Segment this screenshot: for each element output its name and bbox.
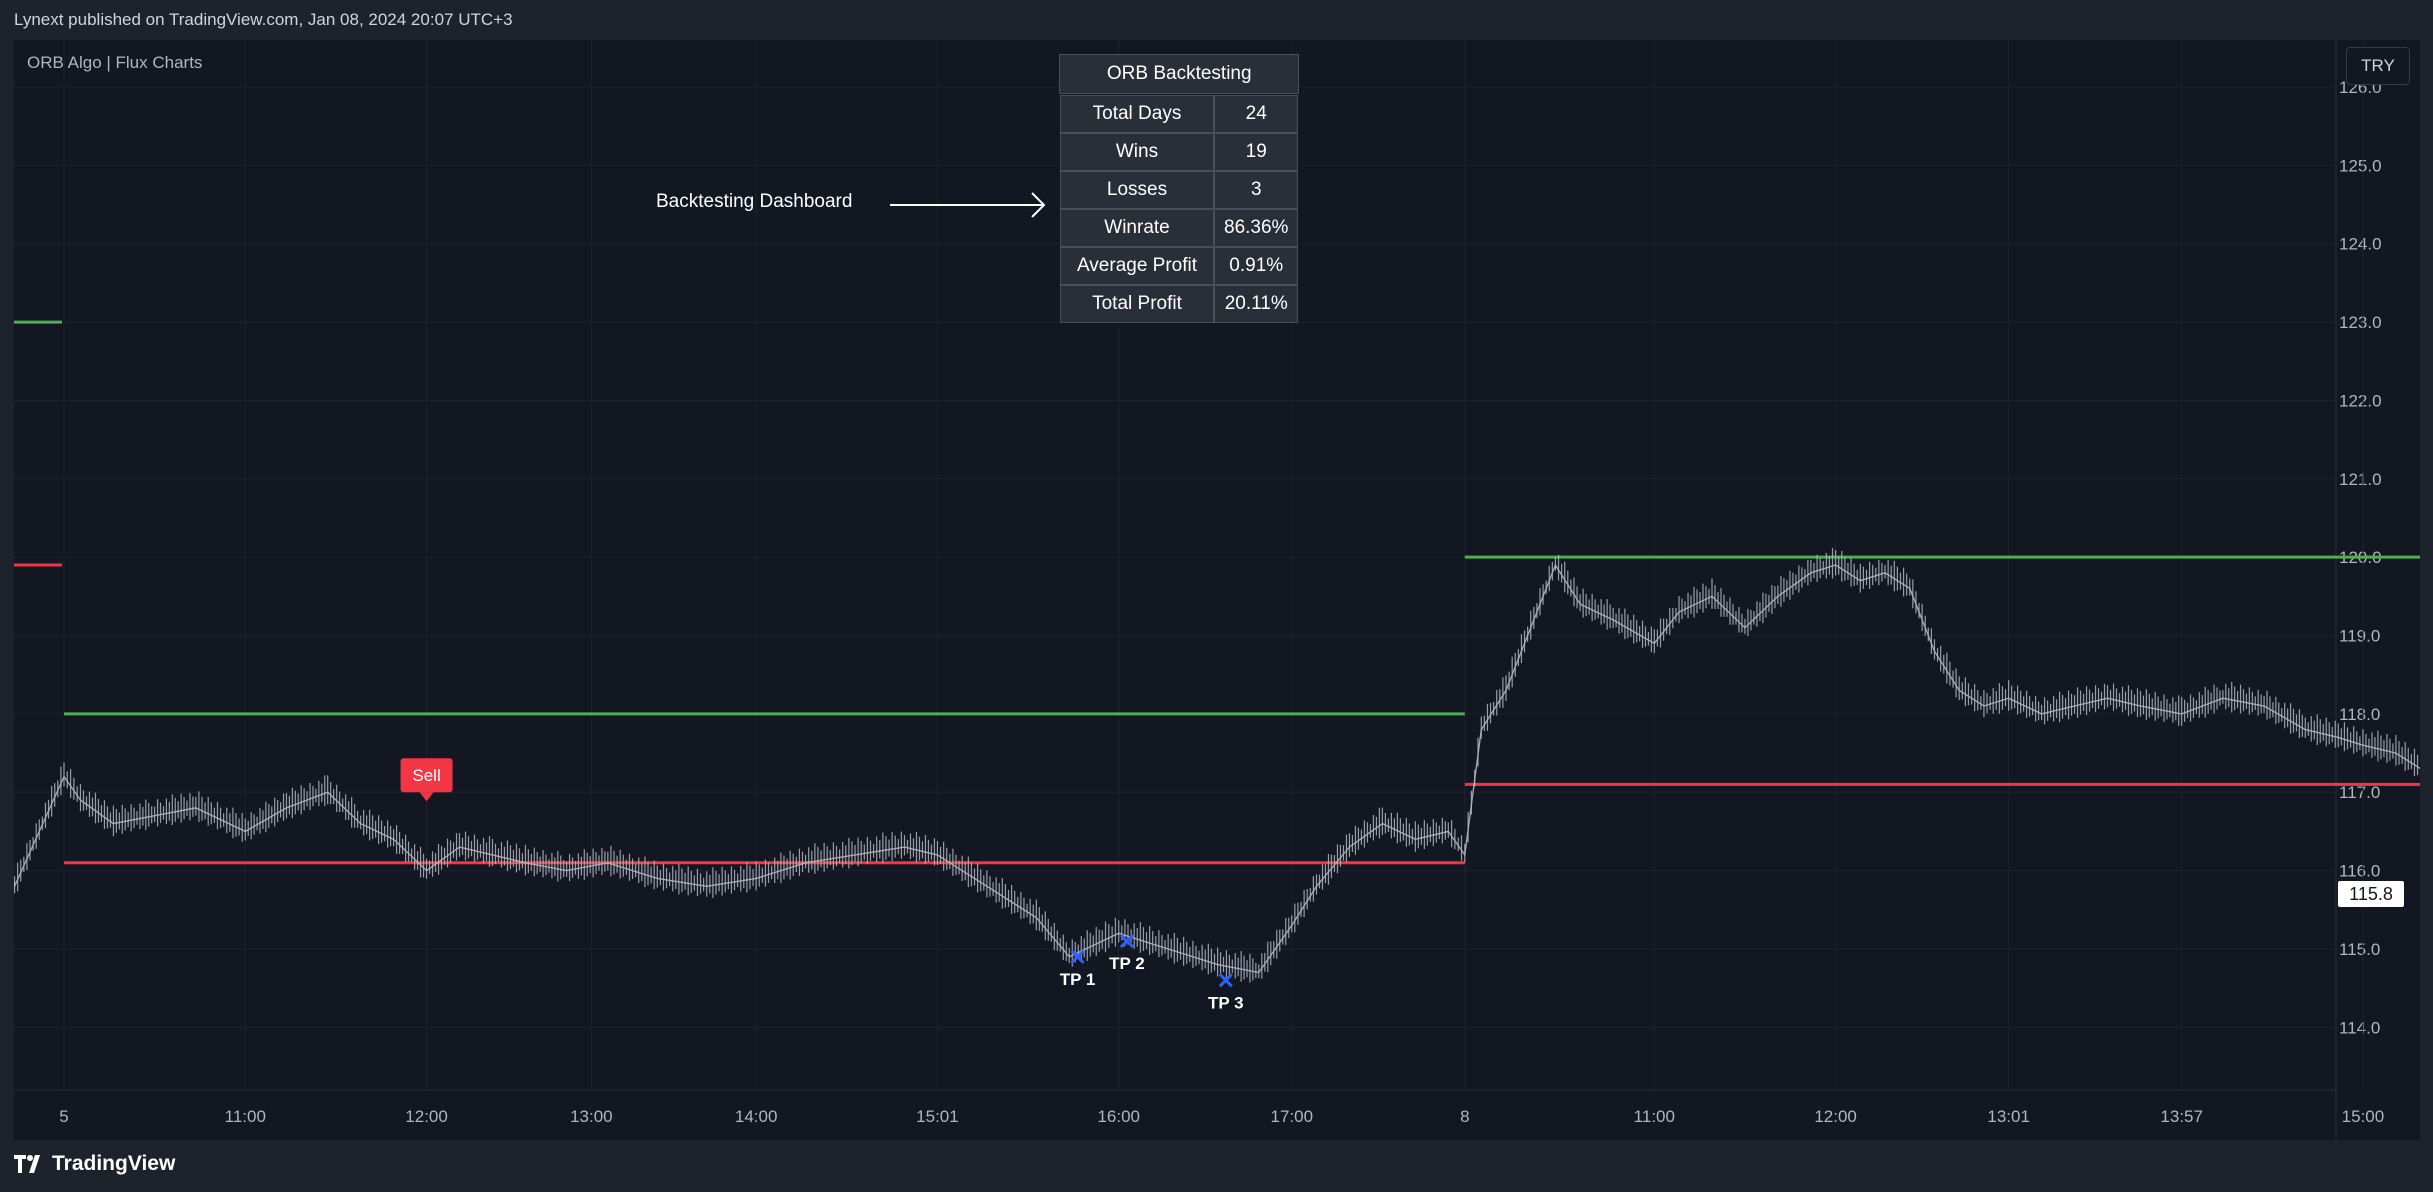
tradingview-logo-icon: [14, 1155, 40, 1173]
y-tick-label: 119.0: [2339, 627, 2380, 646]
x-tick-label: 11:00: [1634, 1107, 1675, 1126]
dashboard-row-label: Winrate: [1059, 208, 1215, 248]
backtesting-dashboard: ORB Backtesting Total Days 24 Wins 19 Losses…: [1059, 54, 1300, 324]
dashboard-row: Total Profit 20.11%: [1059, 284, 1300, 324]
x-tick-label: 13:57: [2160, 1107, 2203, 1126]
brand-name: TradingView: [52, 1152, 176, 1175]
dashboard-row: Winrate 86.36%: [1059, 208, 1300, 248]
x-tick-label: 11:00: [225, 1107, 266, 1126]
x-tick-label: 15:01: [916, 1107, 959, 1126]
last-price-tag: 115.8: [2338, 881, 2404, 907]
y-tick-label: 124.0: [2339, 235, 2382, 254]
price-chart[interactable]: 126.0125.0124.0123.0122.0121.0120.0119.0…: [14, 40, 2420, 1140]
annotation-arrow: [890, 192, 1046, 218]
sell-signal-box[interactable]: [400, 758, 453, 793]
x-tick-label: 5: [59, 1107, 68, 1126]
price-series-line: [14, 563, 2420, 974]
dashboard-row-value: 20.11%: [1212, 284, 1300, 324]
y-tick-label: 121.0: [2339, 470, 2382, 489]
x-tick-label: 15:00: [2342, 1107, 2385, 1126]
dashboard-row-value: 24: [1212, 94, 1300, 134]
x-tick-label: 12:00: [405, 1107, 448, 1126]
dashboard-annotation: Backtesting Dashboard: [656, 191, 853, 212]
y-tick-label: 115.0: [2339, 940, 2380, 959]
dashboard-row: Average Profit 0.91%: [1059, 246, 1300, 286]
dashboard-row: Wins 19: [1059, 132, 1300, 172]
y-tick-label: 114.0: [2339, 1018, 2380, 1037]
x-tick-label: 12:00: [1814, 1107, 1857, 1126]
publish-header: Lynext published on TradingView.com, Jan…: [0, 0, 2433, 40]
tradingview-logo[interactable]: TradingView: [14, 1152, 175, 1176]
dashboard-row-label: Average Profit: [1059, 246, 1215, 286]
y-tick-label: 122.0: [2339, 391, 2382, 410]
dashboard-row: Total Days 24: [1059, 94, 1300, 134]
dashboard-row-value: 3: [1212, 170, 1300, 210]
take-profit-label: TP 2: [1109, 954, 1145, 973]
footer-bar: [0, 1140, 2433, 1192]
y-tick-label: 123.0: [2339, 313, 2382, 332]
dashboard-row-value: 86.36%: [1212, 208, 1300, 248]
x-tick-label: 13:01: [1987, 1107, 2030, 1126]
take-profit-marker: [1119, 934, 1135, 949]
x-tick-label: 8: [1460, 1107, 1469, 1126]
y-tick-label: 116.0: [2339, 862, 2380, 881]
x-tick-label: 16:00: [1097, 1107, 1140, 1126]
dashboard-row-value: 0.91%: [1212, 246, 1300, 286]
take-profit-marker: [1218, 973, 1233, 988]
currency-button[interactable]: TRY: [2346, 47, 2410, 85]
x-tick-label: 17:00: [1270, 1107, 1313, 1126]
dashboard-row-value: 19: [1212, 132, 1300, 172]
dashboard-row: Losses 3: [1059, 170, 1300, 210]
dashboard-row-label: Losses: [1059, 170, 1215, 210]
take-profit-label: TP 3: [1208, 993, 1244, 1012]
y-tick-label: 117.0: [2339, 783, 2380, 802]
publisher-line: Lynext published on TradingView.com, Jan…: [14, 10, 513, 29]
dashboard-row-label: Wins: [1059, 132, 1215, 172]
sell-signal-pointer: [419, 792, 434, 802]
take-profit-label: TP 1: [1060, 970, 1096, 989]
sell-signal-label: Sell: [412, 766, 440, 785]
y-tick-label: 125.0: [2339, 156, 2382, 175]
take-profit-marker: [1070, 949, 1085, 964]
indicator-title[interactable]: ORB Algo | Flux Charts: [27, 53, 203, 72]
dashboard-title: ORB Backtesting: [1059, 54, 1300, 94]
dashboard-row-label: Total Days: [1059, 94, 1215, 134]
x-tick-label: 14:00: [735, 1107, 778, 1126]
y-tick-label: 118.0: [2339, 705, 2380, 724]
dashboard-row-label: Total Profit: [1059, 284, 1215, 324]
x-tick-label: 13:00: [570, 1107, 613, 1126]
